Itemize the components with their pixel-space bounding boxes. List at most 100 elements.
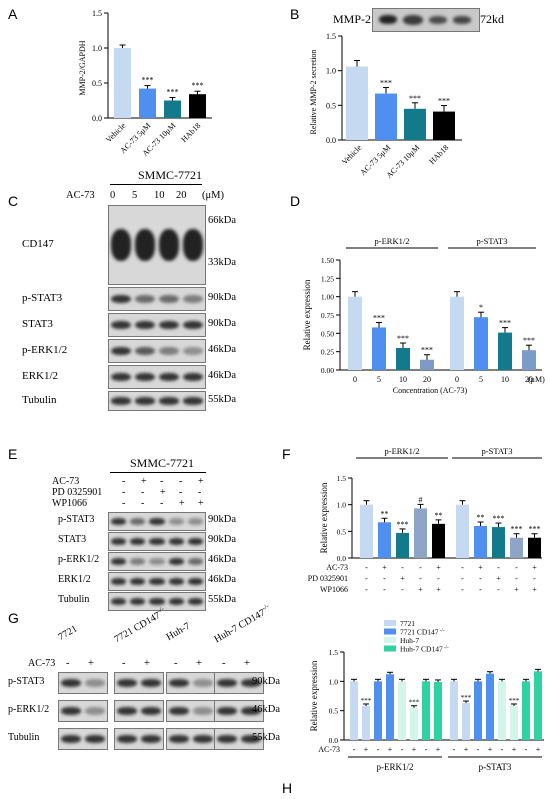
blot-band <box>130 518 146 525</box>
bar <box>189 94 206 118</box>
x-tick-label: 0 <box>353 375 357 384</box>
treatment-sign: - <box>497 563 500 572</box>
g-blot-p-stat3 <box>114 672 164 694</box>
bar <box>422 681 430 740</box>
treatment-sign: - <box>501 745 504 754</box>
y-tick-label: 1.0 <box>337 501 347 510</box>
g-blot-p-erk1/2 <box>58 700 108 722</box>
sig-label: *** <box>380 79 392 88</box>
blot-band <box>241 707 261 715</box>
blot-band <box>61 735 81 743</box>
bar <box>420 359 434 370</box>
x-unit: (μM) <box>528 375 545 384</box>
x-tick-label: Vehicle <box>340 143 364 167</box>
e-treatment-sign: - <box>141 487 145 498</box>
e-treatment-label: WP1066 <box>52 498 87 509</box>
x-tick-label: 10 <box>501 375 509 384</box>
x-tick-label: Vehicle <box>104 121 128 145</box>
treatment-sign: - <box>383 585 386 594</box>
x-axis-label: Concentration (AC-73) <box>393 386 468 395</box>
legend-label: Huh-7 <box>400 636 419 645</box>
treatment-sign: - <box>365 563 368 572</box>
bar <box>534 671 542 740</box>
sig-label: *** <box>409 699 420 707</box>
sig-label: *** <box>523 336 535 345</box>
legend-label: Huh-7 CD147 -/- <box>400 645 449 654</box>
blot-band <box>130 578 146 585</box>
blot-band <box>111 320 131 330</box>
blot-band <box>183 372 203 382</box>
sig-label: ** <box>381 509 389 518</box>
e-treatment-sign: - <box>179 476 183 487</box>
c-cell-line-underline <box>110 184 202 185</box>
y-tick-label: 0.0 <box>326 136 336 145</box>
blot-band <box>168 538 184 545</box>
x-tick-label: 5 <box>479 375 483 384</box>
y-tick-label: 1.0 <box>92 44 102 53</box>
e-treatment-sign: - <box>179 487 183 498</box>
blot-band <box>85 707 105 715</box>
blot-band <box>241 679 261 687</box>
legend-ko-sup: -/- <box>443 646 449 651</box>
blot-band <box>111 372 131 382</box>
y-tick-label: 0.5 <box>337 527 347 536</box>
e-kda-label: 46kDa <box>208 554 236 565</box>
e-row-label: p-ERK1/2 <box>58 554 100 565</box>
sig-label: *** <box>409 94 421 103</box>
legend-label: 7721 <box>400 619 415 628</box>
bar <box>510 705 518 740</box>
treatment-sign: + <box>388 745 393 754</box>
bar <box>456 504 469 558</box>
y-tick-label: 1.0 <box>326 67 336 76</box>
legend-swatch <box>384 637 396 643</box>
group-label: p-STAT3 <box>479 762 512 772</box>
blot-band <box>193 707 213 715</box>
treatment-label: AC-73 <box>318 745 340 754</box>
e-treatment-sign: - <box>122 476 126 487</box>
blot-band <box>149 538 165 545</box>
blot-band <box>85 679 105 687</box>
treatment-sign: - <box>383 574 386 583</box>
blot-band <box>187 578 203 585</box>
x-tick-label: 10 <box>399 375 407 384</box>
y-axis-label: Relative expression <box>309 660 319 731</box>
blot-band <box>111 538 127 545</box>
blot-band <box>168 598 184 605</box>
e-cell-line-underline <box>110 472 206 473</box>
sig-label: *** <box>192 81 204 90</box>
bar <box>375 93 397 140</box>
g-sign: - <box>66 658 70 669</box>
c-dose: 0 <box>110 190 116 201</box>
blot-band <box>135 346 155 356</box>
g-treat-label: AC-73 <box>28 658 56 669</box>
e-treatment-signs: AC-73- + - - + PD 0325901- - + - - WP1066- - - + + <box>0 476 280 518</box>
treatment-sign: + <box>532 585 537 594</box>
blot-band <box>187 558 203 565</box>
y-tick-label: 1.5 <box>326 32 336 41</box>
c-blot-cd147 <box>108 205 206 285</box>
treatment-sign: - <box>401 563 404 572</box>
sig-label: *** <box>361 697 372 705</box>
c-blot-stat3 <box>108 313 206 337</box>
g-group-label: 7721 <box>56 623 80 643</box>
treatment-sign: + <box>536 745 541 754</box>
x-tick-label: 20 <box>525 375 533 384</box>
treatment-sign: + <box>496 574 501 583</box>
e-blot-erk1/2 <box>108 572 206 591</box>
bar <box>486 673 494 740</box>
g-sign: - <box>222 658 226 669</box>
treatment-sign: + <box>436 563 441 572</box>
y-axis-label: Relative expression <box>302 279 312 350</box>
blot-band <box>183 346 203 356</box>
blot-band <box>130 598 146 605</box>
e-kda-label: 90kDa <box>208 534 236 545</box>
group-label: p-ERK1/2 <box>377 762 414 772</box>
g-blot-tubulin <box>214 728 264 750</box>
bar <box>350 681 358 740</box>
bar <box>522 350 536 370</box>
bar <box>378 522 391 558</box>
blot-band <box>217 707 237 715</box>
treatment-sign: - <box>461 574 464 583</box>
blot-band <box>135 229 155 261</box>
y-tick-label: 0.50 <box>321 329 334 338</box>
